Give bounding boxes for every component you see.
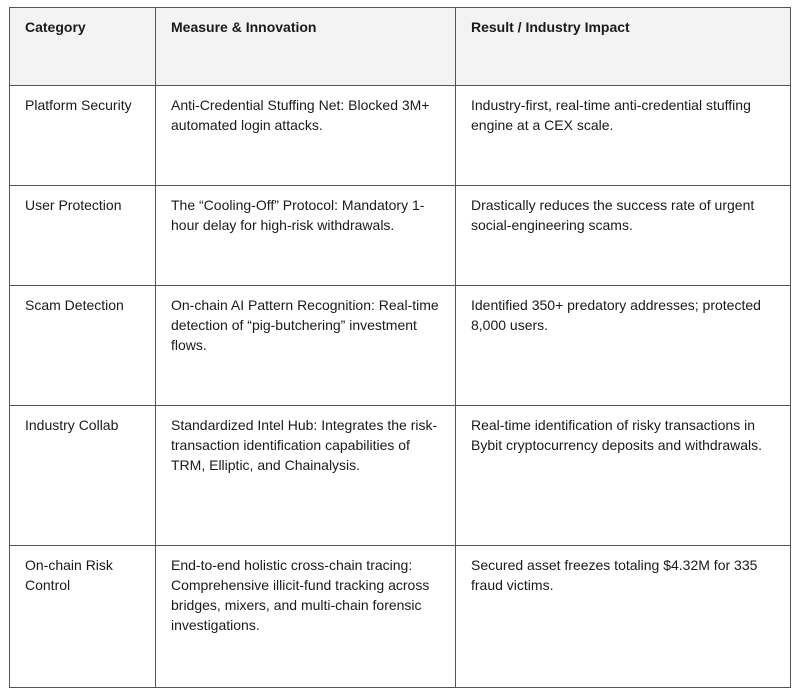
table-cell: Anti-Credential Stuffing Net: Blocked 3M… — [155, 85, 456, 186]
table-cell: Drastically reduces the success rate of … — [455, 185, 791, 286]
table-cell: Secured asset freezes totaling $4.32M fo… — [455, 545, 791, 688]
table-cell: Standardized Intel Hub: Integrates the r… — [155, 405, 456, 546]
table-cell: Industry-first, real-time anti-credentia… — [455, 85, 791, 186]
table-cell: Industry Collab — [9, 405, 156, 546]
table-row: On-chain Risk Control End-to-end holistic… — [9, 545, 791, 688]
table-cell: Platform Security — [9, 85, 156, 186]
table-cell: Real-time identification of risky transa… — [455, 405, 791, 546]
header-cell: Measure & Innovation — [155, 7, 456, 86]
table-cell: On-chain Risk Control — [9, 545, 156, 688]
table-row: Industry Collab Standardized Intel Hub: I… — [9, 405, 791, 546]
table-row: User Protection The “Cooling-Off” Protoco… — [9, 185, 791, 286]
table-row: Platform Security Anti-Credential Stuffin… — [9, 85, 791, 186]
table-cell: End-to-end holistic cross-chain tracing:… — [155, 545, 456, 688]
header-cell: Category — [9, 7, 156, 86]
table-cell: On-chain AI Pattern Recognition: Real-ti… — [155, 285, 456, 406]
header-row: Category Measure & Innovation Result / Ind… — [9, 7, 791, 86]
table-cell: Scam Detection — [9, 285, 156, 406]
table-row: Scam Detection On-chain AI Pattern Recogn… — [9, 285, 791, 406]
table-cell: Identified 350+ predatory addresses; pro… — [455, 285, 791, 406]
table-cell: The “Cooling-Off” Protocol: Mandatory 1-… — [155, 185, 456, 286]
data-table: Category Measure & Innovation Result / Ind… — [9, 7, 791, 688]
table-cell: User Protection — [9, 185, 156, 286]
header-cell: Result / Industry Impact — [455, 7, 791, 86]
